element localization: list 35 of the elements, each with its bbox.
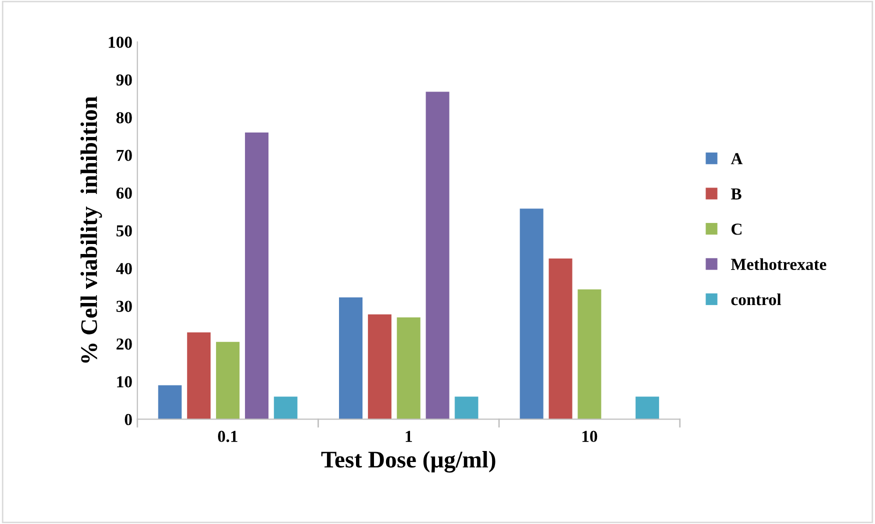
- legend-label: A: [730, 153, 743, 164]
- bar: [216, 342, 240, 420]
- x-tick-label: 0.1: [218, 430, 238, 442]
- y-tick-label: 10: [117, 376, 132, 388]
- bar: [426, 92, 450, 420]
- y-tick-label: 70: [116, 150, 132, 162]
- y-tick-label: 60: [116, 188, 132, 199]
- legend-label: Methotrexate: [731, 258, 826, 270]
- bar: [578, 289, 602, 420]
- x-tick-label: 10: [582, 430, 598, 442]
- bar: [339, 297, 363, 420]
- y-tick-label: 50: [116, 225, 132, 237]
- y-tick-label: 30: [116, 300, 132, 312]
- bar: [274, 396, 298, 420]
- bar: [368, 314, 392, 420]
- x-tick-label: 1: [406, 430, 412, 442]
- y-tick-label: 20: [116, 338, 132, 350]
- x-axis-title: Test Dose (µg/ml): [321, 450, 496, 473]
- bar: [244, 132, 268, 420]
- bar: [636, 396, 660, 420]
- bar: [520, 208, 544, 420]
- y-tick-label: 0: [124, 414, 132, 426]
- y-tick-label: 100: [108, 36, 132, 48]
- bar: [187, 332, 211, 420]
- legend-label: B: [731, 188, 742, 200]
- bar: [158, 385, 182, 420]
- bar: [548, 258, 572, 420]
- y-tick-label: 80: [116, 112, 132, 124]
- bar: [396, 317, 420, 420]
- bar: [454, 396, 478, 420]
- legend-label: C: [732, 224, 742, 235]
- legend-label: control: [731, 293, 782, 306]
- y-tick-label: 40: [116, 262, 132, 274]
- y-tick-label: 90: [116, 74, 132, 86]
- y-axis-title: % Cell viability inhibition: [80, 96, 102, 363]
